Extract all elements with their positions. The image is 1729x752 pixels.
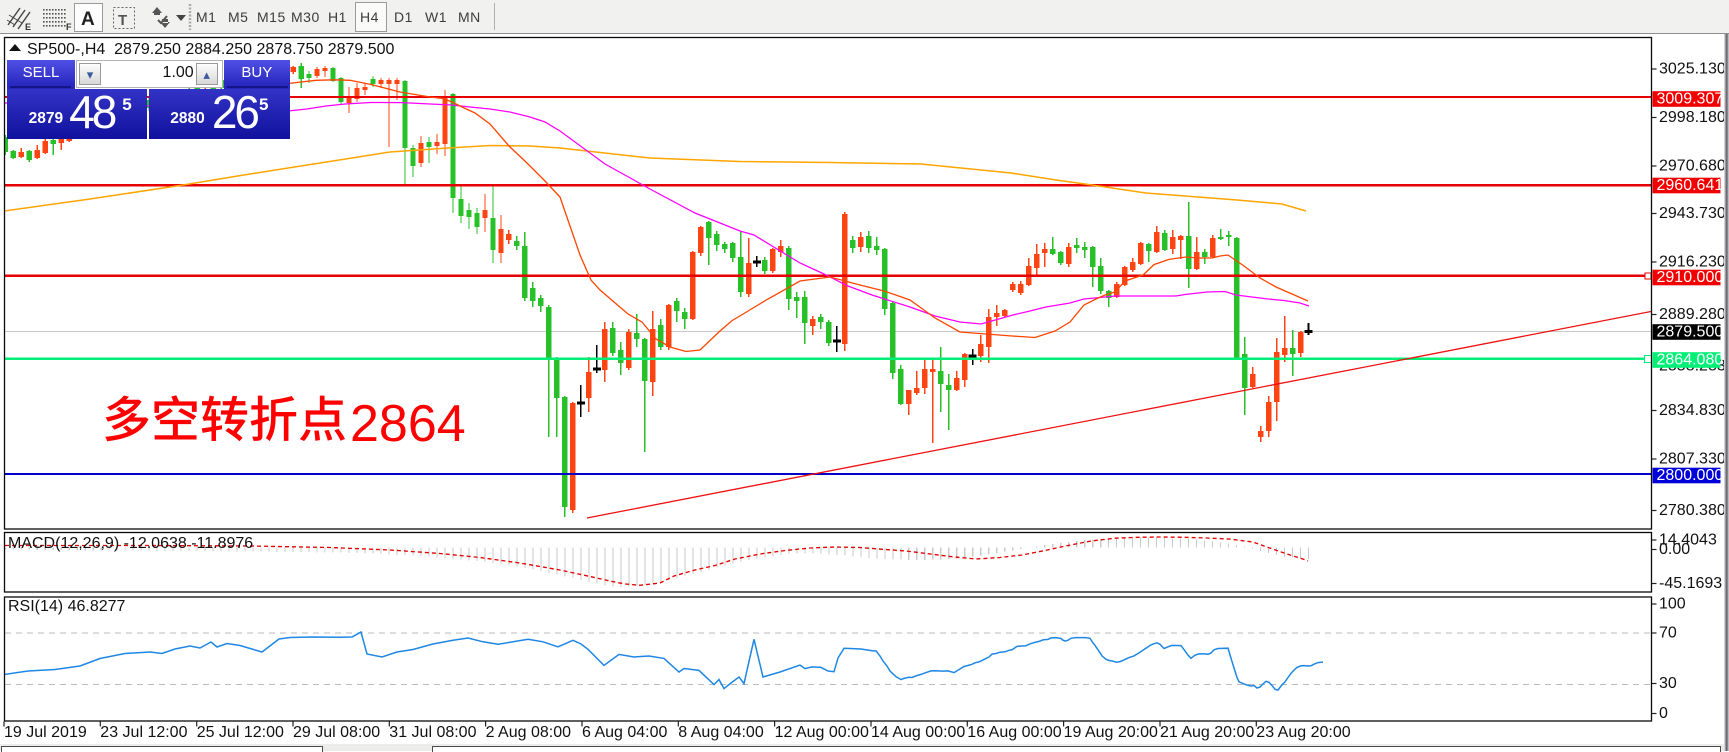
svg-text:14.4043: 14.4043 xyxy=(1659,532,1717,549)
svg-text:MACD(12,26,9) -12.0638 -11.897: MACD(12,26,9) -12.0638 -11.8976 xyxy=(8,535,253,552)
svg-text:16 Aug 00:00: 16 Aug 00:00 xyxy=(967,724,1061,741)
svg-text:A: A xyxy=(81,9,95,30)
svg-text:30: 30 xyxy=(1659,675,1677,692)
svg-text:2970.680: 2970.680 xyxy=(1659,158,1726,175)
svg-text:2834.830: 2834.830 xyxy=(1659,402,1726,419)
svg-text:3009.307: 3009.307 xyxy=(1657,91,1724,108)
svg-text:2916.230: 2916.230 xyxy=(1659,254,1726,271)
svg-text:23 Aug 20:00: 23 Aug 20:00 xyxy=(1256,724,1350,741)
svg-text:70: 70 xyxy=(1659,625,1677,642)
svg-text:12 Aug 00:00: 12 Aug 00:00 xyxy=(775,724,869,741)
svg-text:8 Aug 04:00: 8 Aug 04:00 xyxy=(678,724,764,741)
svg-text:2889.280: 2889.280 xyxy=(1659,306,1726,323)
svg-text:RSI(14) 46.8277: RSI(14) 46.8277 xyxy=(8,598,126,615)
svg-text:25 Jul 12:00: 25 Jul 12:00 xyxy=(197,724,284,741)
svg-text:2 Aug 08:00: 2 Aug 08:00 xyxy=(486,724,572,741)
svg-text:2879.500: 2879.500 xyxy=(1657,324,1724,341)
svg-text:14 Aug 00:00: 14 Aug 00:00 xyxy=(871,724,965,741)
svg-text:3025.130: 3025.130 xyxy=(1659,61,1726,78)
svg-text:2864: 2864 xyxy=(350,395,466,453)
svg-text:29 Jul 08:00: 29 Jul 08:00 xyxy=(293,724,380,741)
svg-text:19 Aug 20:00: 19 Aug 20:00 xyxy=(1064,724,1158,741)
svg-text:E: E xyxy=(25,22,31,32)
svg-text:2943.730: 2943.730 xyxy=(1659,205,1726,222)
svg-text:2960.641: 2960.641 xyxy=(1657,177,1724,194)
svg-text:-45.1693: -45.1693 xyxy=(1659,575,1722,592)
svg-text:T: T xyxy=(118,12,127,29)
svg-text:0.00: 0.00 xyxy=(1659,541,1690,558)
svg-text:2998.180: 2998.180 xyxy=(1659,109,1726,126)
svg-text:0: 0 xyxy=(1659,705,1668,722)
svg-text:2864.080: 2864.080 xyxy=(1657,352,1724,369)
svg-text:2780.380: 2780.380 xyxy=(1659,502,1726,519)
svg-text:SP500-,H4 2879.250 2884.250 2: SP500-,H4 2879.250 2884.250 2878.750 287… xyxy=(27,41,395,58)
svg-text:6 Aug 04:00: 6 Aug 04:00 xyxy=(582,724,668,741)
svg-text:23 Jul 12:00: 23 Jul 12:00 xyxy=(100,724,187,741)
svg-text:100: 100 xyxy=(1659,596,1686,613)
svg-text:19 Jul 2019: 19 Jul 2019 xyxy=(4,724,87,741)
svg-text:2807.330: 2807.330 xyxy=(1659,451,1726,468)
svg-text:21 Aug 20:00: 21 Aug 20:00 xyxy=(1160,724,1254,741)
svg-text:F: F xyxy=(66,22,72,32)
svg-text:31 Jul 08:00: 31 Jul 08:00 xyxy=(389,724,476,741)
svg-text:2910.000: 2910.000 xyxy=(1657,269,1724,286)
svg-text:2800.000: 2800.000 xyxy=(1657,467,1724,484)
